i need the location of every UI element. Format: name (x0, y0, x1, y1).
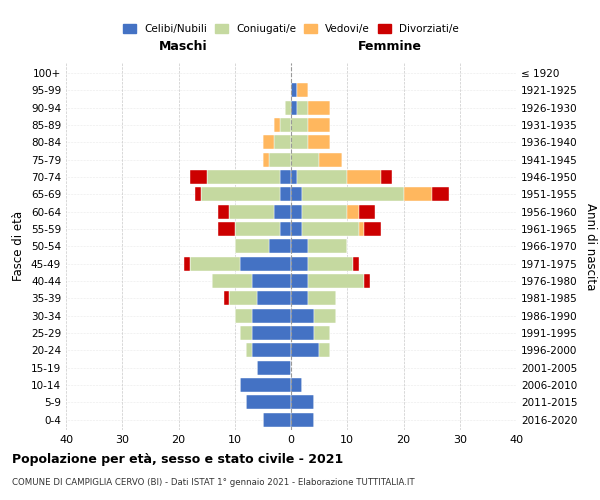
Y-axis label: Anni di nascita: Anni di nascita (584, 202, 597, 290)
Bar (251, 326, 291, 340)
Bar (308, 240, 347, 253)
Bar (184, 256, 190, 270)
Bar (274, 204, 291, 218)
Bar (280, 170, 291, 184)
Bar (206, 170, 280, 184)
Bar (223, 292, 229, 305)
Bar (286, 100, 291, 114)
Bar (291, 256, 308, 270)
Bar (235, 222, 280, 236)
Bar (263, 136, 274, 149)
Bar (263, 152, 269, 166)
Bar (246, 344, 251, 357)
Bar (274, 118, 280, 132)
Bar (263, 412, 291, 426)
Text: Maschi: Maschi (158, 40, 208, 52)
Bar (291, 84, 296, 97)
Bar (347, 170, 381, 184)
Bar (246, 396, 291, 409)
Text: Popolazione per età, sesso e stato civile - 2021: Popolazione per età, sesso e stato civil… (12, 452, 343, 466)
Bar (364, 274, 370, 288)
Bar (229, 204, 274, 218)
Bar (291, 170, 296, 184)
Bar (291, 344, 319, 357)
Bar (404, 188, 431, 201)
Bar (257, 292, 291, 305)
Y-axis label: Fasce di età: Fasce di età (13, 211, 25, 282)
Bar (359, 222, 364, 236)
Bar (308, 118, 331, 132)
Bar (229, 292, 257, 305)
Bar (308, 136, 331, 149)
Bar (291, 188, 302, 201)
Bar (314, 308, 336, 322)
Bar (431, 188, 449, 201)
Bar (302, 204, 347, 218)
Bar (235, 240, 269, 253)
Bar (291, 274, 308, 288)
Bar (353, 256, 359, 270)
Bar (302, 188, 404, 201)
Bar (291, 396, 314, 409)
Bar (291, 326, 314, 340)
Bar (251, 274, 291, 288)
Bar (308, 292, 336, 305)
Bar (291, 204, 302, 218)
Bar (280, 188, 291, 201)
Bar (302, 222, 359, 236)
Bar (291, 240, 308, 253)
Bar (218, 222, 235, 236)
Legend: Celibi/Nubili, Coniugati/e, Vedovi/e, Divorziati/e: Celibi/Nubili, Coniugati/e, Vedovi/e, Di… (119, 20, 463, 38)
Bar (308, 100, 331, 114)
Bar (241, 326, 251, 340)
Bar (364, 222, 381, 236)
Bar (296, 100, 308, 114)
Bar (381, 170, 392, 184)
Bar (308, 256, 353, 270)
Bar (280, 118, 291, 132)
Bar (291, 136, 308, 149)
Bar (291, 100, 296, 114)
Bar (269, 152, 291, 166)
Bar (319, 344, 331, 357)
Bar (296, 84, 308, 97)
Bar (291, 378, 302, 392)
Bar (190, 256, 241, 270)
Bar (291, 222, 302, 236)
Bar (190, 170, 206, 184)
Bar (359, 204, 376, 218)
Text: COMUNE DI CAMPIGLIA CERVO (BI) - Dati ISTAT 1° gennaio 2021 - Elaborazione TUTTI: COMUNE DI CAMPIGLIA CERVO (BI) - Dati IS… (12, 478, 415, 487)
Bar (241, 378, 291, 392)
Bar (196, 188, 201, 201)
Bar (257, 360, 291, 374)
Bar (291, 292, 308, 305)
Bar (291, 118, 308, 132)
Bar (274, 136, 291, 149)
Bar (241, 256, 291, 270)
Bar (251, 344, 291, 357)
Bar (201, 188, 280, 201)
Bar (235, 308, 251, 322)
Bar (218, 204, 229, 218)
Bar (280, 222, 291, 236)
Bar (291, 308, 314, 322)
Bar (314, 326, 331, 340)
Bar (291, 412, 314, 426)
Bar (308, 274, 364, 288)
Bar (212, 274, 251, 288)
Bar (319, 152, 341, 166)
Bar (296, 170, 347, 184)
Bar (291, 152, 319, 166)
Text: Femmine: Femmine (358, 40, 422, 52)
Bar (269, 240, 291, 253)
Bar (251, 308, 291, 322)
Bar (347, 204, 359, 218)
